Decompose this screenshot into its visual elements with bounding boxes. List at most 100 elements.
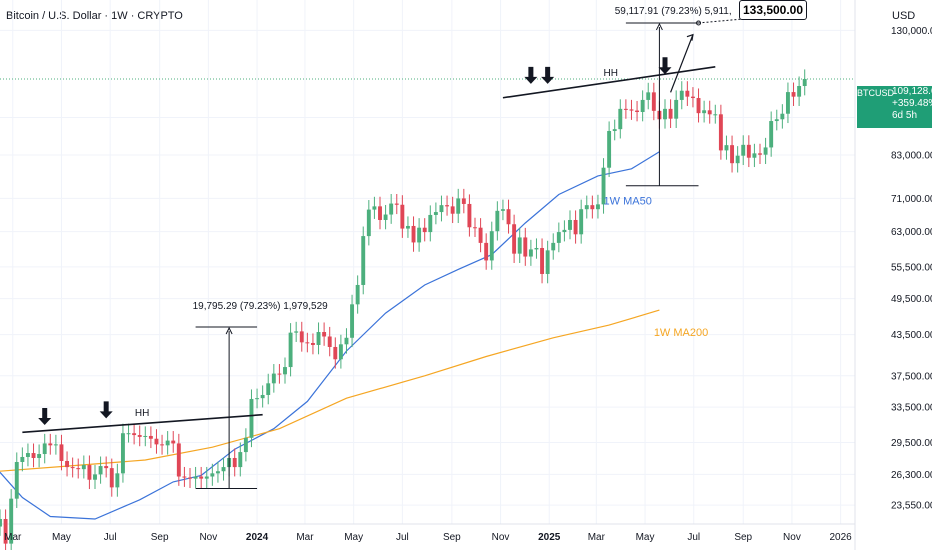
y-tick-label: 23,550.00 xyxy=(891,501,932,512)
candle-body xyxy=(473,227,477,229)
candle-body xyxy=(350,304,355,338)
candle-body xyxy=(199,476,204,479)
candle-body xyxy=(623,108,628,110)
candle-body xyxy=(428,214,433,233)
candle-body xyxy=(283,367,287,375)
candle-body xyxy=(663,108,667,120)
chart-title: Bitcoin / U.S. Dollar · 1W · CRYPTO xyxy=(6,10,183,22)
candle-body xyxy=(299,331,304,343)
price-tag: BTCUSD 109,128.63 +359.48% 6d 5h xyxy=(857,86,932,128)
candle-body xyxy=(378,206,382,220)
candle-body xyxy=(713,114,718,116)
candle-body xyxy=(20,456,25,462)
price-tag-change: +359.48% xyxy=(892,98,932,109)
candle-body xyxy=(310,342,315,345)
x-tick-label: Sep xyxy=(443,532,461,543)
candle-body xyxy=(25,453,30,457)
candle-body xyxy=(523,237,528,257)
resistance-line xyxy=(22,413,263,434)
measure-label: 59,117.91 (79.23%) 5,911, xyxy=(615,6,732,17)
candle-body xyxy=(48,443,53,446)
candle-body xyxy=(344,337,349,345)
down-arrow-icon xyxy=(658,57,672,75)
candle-body xyxy=(556,232,561,243)
y-tick-label: 83,000.00 xyxy=(891,151,932,162)
candle-body xyxy=(383,214,388,220)
y-tick-label: 63,000.00 xyxy=(891,227,932,238)
candle-body xyxy=(517,237,522,254)
candle-body xyxy=(651,92,656,111)
candle-body xyxy=(115,473,120,488)
y-tick-label: 43,500.00 xyxy=(891,330,932,341)
candle-body xyxy=(394,203,399,205)
ma50-label: 1W MA50 xyxy=(604,195,652,207)
candle-body xyxy=(59,444,64,461)
candle-body xyxy=(81,465,86,470)
candle-body xyxy=(137,435,142,437)
candle-body xyxy=(450,206,455,214)
candle-body xyxy=(355,284,360,305)
candle-body xyxy=(679,90,684,100)
candle-body xyxy=(690,96,695,99)
candle-body xyxy=(545,250,550,274)
candle-body xyxy=(584,205,589,210)
candle-body xyxy=(193,476,198,479)
candle-body xyxy=(210,473,215,477)
candle-body xyxy=(132,433,137,436)
candle-body xyxy=(238,452,243,468)
candle-body xyxy=(534,247,539,250)
y-tick-label: 26,300.00 xyxy=(891,470,932,481)
candle-body xyxy=(758,153,762,155)
candle-body xyxy=(696,98,701,114)
price-tag-price: 109,128.63 xyxy=(892,86,932,97)
candle-body xyxy=(14,461,19,499)
candle-body xyxy=(171,440,176,444)
candle-body xyxy=(109,468,114,488)
candle-body xyxy=(540,247,545,274)
candle-body xyxy=(411,225,416,243)
x-tick-label: Mar xyxy=(588,532,606,543)
candle-body xyxy=(327,336,332,347)
candle-body xyxy=(640,99,645,113)
candle-body xyxy=(724,145,729,151)
y-tick-label: 29,500.00 xyxy=(891,438,932,449)
x-axis: Mar May Jul Sep Nov 2024 Mar May Jul Sep Nov 2025 Ma… xyxy=(4,532,852,543)
candle-body xyxy=(400,204,405,229)
candle-body xyxy=(439,205,444,213)
resistance-line xyxy=(502,66,716,99)
candle-body xyxy=(797,86,802,97)
candle-body xyxy=(685,90,690,97)
x-tick-label: Nov xyxy=(783,532,801,543)
ma50-line xyxy=(0,151,660,520)
x-tick-label: Mar xyxy=(296,532,314,543)
down-arrow-icon xyxy=(541,66,555,84)
candle-body xyxy=(551,242,556,251)
candle-body xyxy=(288,332,293,368)
candle-body xyxy=(338,344,343,360)
candle-body xyxy=(506,209,511,225)
candle-body xyxy=(635,110,640,113)
candle-body xyxy=(333,346,338,360)
candle-body xyxy=(255,398,260,400)
candles xyxy=(0,69,807,550)
x-tick-label: Jul xyxy=(687,532,700,543)
target-label: 133,500.00 xyxy=(739,0,807,20)
candle-body xyxy=(243,437,248,453)
candle-body xyxy=(618,108,623,130)
price-tag-countdown: 6d 5h xyxy=(892,110,918,121)
candle-body xyxy=(674,99,679,119)
candle-body xyxy=(176,443,181,477)
price-tag-symbol: BTCUSD xyxy=(857,86,895,100)
candle-body xyxy=(215,471,220,474)
measure-label: 19,795.29 (79.23%) 1,979,529 xyxy=(193,301,329,312)
x-tick-label: Sep xyxy=(734,532,752,543)
candle-body xyxy=(595,204,600,210)
candle-body xyxy=(42,443,47,455)
candle-body xyxy=(160,444,165,446)
down-arrow-icon xyxy=(524,66,538,84)
grid xyxy=(0,0,856,550)
candle-body xyxy=(769,121,774,148)
y-tick-label: 130,000.00 xyxy=(891,26,932,37)
candle-body xyxy=(489,231,494,261)
